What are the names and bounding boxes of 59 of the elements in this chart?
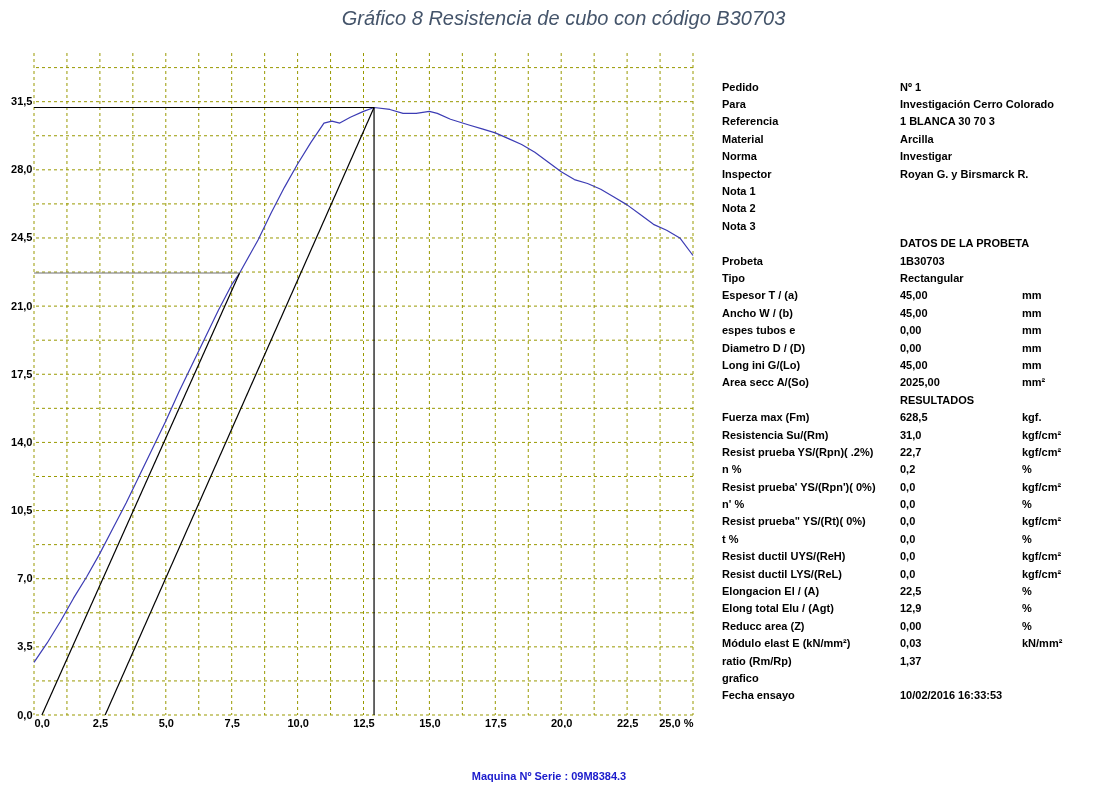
text: Nota 1	[722, 185, 757, 198]
y-tick-label: 14,0	[11, 435, 33, 448]
y-tick-label: 28,0	[11, 163, 33, 176]
text: Pedido Nº 1	[722, 80, 922, 93]
text: n % 0,2 %	[722, 463, 1032, 476]
text: Resist ductil LYS/(ReL) 0,0 kgf/cm²	[722, 567, 1062, 580]
text: Resist prueba' YS/(Rpn')( 0%) 0,0 kgf/cm²	[722, 480, 1062, 493]
text: ratio (Rm/Rp) 1,37	[722, 654, 922, 667]
x-tick-label: 15,0	[419, 716, 441, 729]
text: Resist prueba" YS/(Rt)( 0%) 0,0 kgf/cm²	[722, 515, 1062, 528]
x-tick-label: 2,5	[92, 716, 109, 729]
x-tick-label: 0,0	[34, 716, 50, 729]
y-tick-label: 3,5	[17, 640, 33, 653]
text: RESULTADOS	[900, 393, 976, 406]
text: Reducc area (Z) 0,00 %	[722, 619, 1032, 632]
text: Norma Investigar	[722, 150, 952, 163]
y-tick-label: 10,5	[11, 504, 33, 517]
text: grafico	[722, 671, 760, 684]
y-tick-label: 21,0	[11, 299, 33, 312]
text: espes tubos e 0,00 mm	[722, 324, 1042, 337]
text: Diametro D / (D) 0,00 mm	[722, 341, 1042, 354]
text: Tipo Rectangular	[722, 271, 964, 284]
text: Módulo elast E (kN/mm²) 0,03 kN/mm²	[722, 637, 1063, 650]
text: Maquina Nº Serie : 09M8384.3	[470, 770, 628, 782]
y-tick-label: 0,0	[17, 708, 33, 721]
y-tick-label: 7,0	[17, 572, 33, 585]
x-tick-label: 12,5	[353, 716, 375, 729]
x-tick-label: 10,0	[287, 716, 309, 729]
text: Fuerza max (Fm) 628,5 kgf.	[722, 411, 1042, 424]
text: t % 0,0 %	[722, 532, 1032, 545]
y-tick-label: 31,5	[11, 95, 33, 108]
text: Probeta 1B30703	[722, 254, 945, 267]
x-tick-label: 20,0	[550, 716, 573, 729]
text: Elongacion El / (A) 22,5 %	[722, 585, 1032, 598]
text: Fecha ensayo 10/02/2016 16:33:53	[722, 689, 1003, 702]
text: Nota 2	[722, 202, 757, 215]
x-tick-label: 17,5	[485, 716, 507, 729]
text: Elong total Elu / (Agt) 12,9 %	[722, 602, 1032, 615]
text: Inspector Royan G. y Birsmarck R.	[722, 167, 1029, 180]
y-tick-label: 17,5	[11, 367, 33, 380]
x-tick-label: 25,0 %	[659, 716, 694, 729]
text: Resist prueba YS/(Rpn)( .2%) 22,7 kgf/cm²	[722, 445, 1062, 458]
y-tick-label: 24,5	[11, 231, 33, 244]
text: Resistencia Su/(Rm) 31,0 kgf/cm²	[722, 428, 1062, 441]
text: DATOS DE LA PROBETA	[900, 237, 1030, 250]
text: Resist ductil UYS/(ReH) 0,0 kgf/cm²	[722, 550, 1062, 563]
text: Long ini G/(Lo) 45,00 mm	[722, 358, 1042, 371]
text: Referencia 1 BLANCA 30 70 3	[722, 115, 995, 128]
x-tick-label: 5,0	[158, 716, 174, 729]
text: Material Arcilla	[722, 132, 934, 145]
text: Area secc A/(So) 2025,00 mm²	[722, 376, 1046, 389]
text: n' % 0,0 %	[722, 498, 1032, 511]
x-tick-label: 7,5	[224, 716, 240, 729]
text: Espesor T / (a) 45,00 mm	[722, 289, 1042, 302]
chart-title: Gráfico 8 Resistencia de cubo con código B30703	[341, 6, 786, 29]
x-tick-label: 22,5	[616, 716, 639, 729]
text: Nota 3	[722, 219, 757, 232]
text: Para Investigación Cerro Colorado	[722, 98, 1055, 111]
text: Ancho W / (b) 45,00 mm	[722, 306, 1042, 319]
